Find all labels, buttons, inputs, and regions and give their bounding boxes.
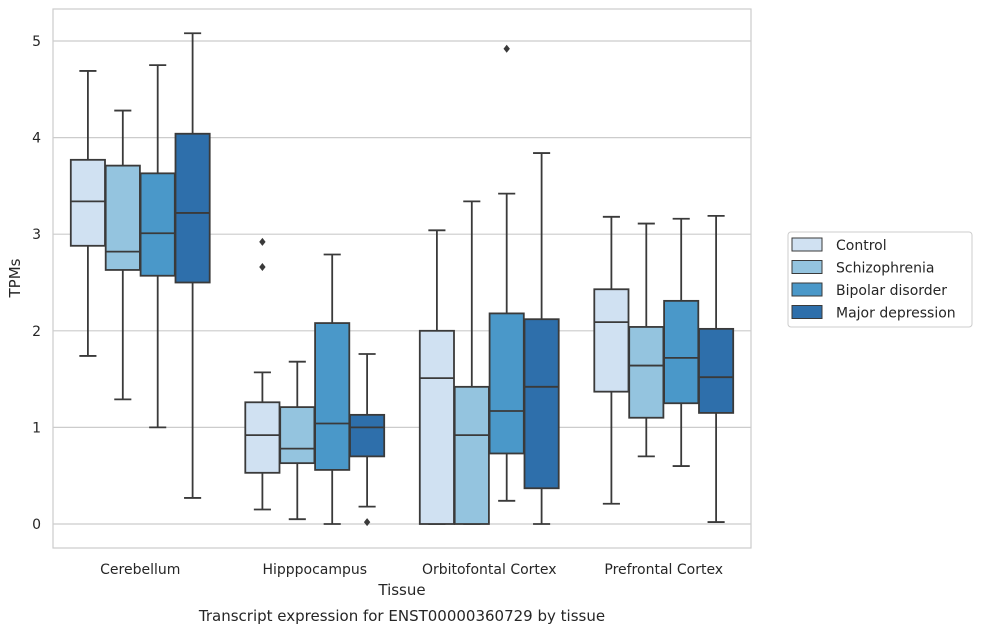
- box-iqr: [453, 385, 490, 525]
- legend-swatch: [791, 282, 823, 297]
- x-tick-label: Prefrontal Cortex: [604, 562, 723, 578]
- box-iqr: [418, 329, 455, 525]
- box-iqr: [314, 322, 351, 471]
- y-tick-label: 1: [32, 420, 41, 436]
- box-group: [104, 109, 141, 401]
- box-iqr: [139, 172, 176, 277]
- box-iqr: [663, 299, 700, 405]
- box-group: [488, 44, 525, 502]
- y-tick-label: 2: [32, 324, 41, 340]
- x-tick-label: Cerebellum: [100, 562, 180, 578]
- y-tick-labels: 0 1 2 3 4 5: [32, 34, 41, 533]
- box-group: [663, 217, 700, 467]
- outlier-point: [259, 237, 266, 246]
- box-group: [453, 200, 490, 525]
- box-group: [698, 214, 735, 523]
- legend-swatch: [791, 260, 823, 274]
- box-group: [523, 152, 560, 525]
- box-group: [244, 237, 281, 511]
- legend-items: Control Schizophrenia Bipolar disorder Majo…: [791, 237, 956, 322]
- x-tick-labels: Cerebellum Hipppocampus Orbitofontal Corte…: [100, 562, 723, 578]
- box-group: [314, 253, 351, 525]
- y-tick-label: 4: [32, 131, 41, 147]
- box-group: [139, 64, 176, 429]
- legend-swatch: [791, 237, 823, 252]
- box-group: [628, 222, 665, 458]
- box-iqr: [523, 318, 560, 490]
- y-tick-label: 0: [32, 517, 41, 533]
- box-group: [69, 70, 106, 357]
- box-iqr: [174, 132, 211, 284]
- y-tick-label: 5: [32, 34, 41, 50]
- outlier-point: [259, 263, 266, 272]
- x-tick-label: Hipppocampus: [262, 562, 367, 578]
- box-iqr: [698, 327, 735, 414]
- box-iqr: [628, 326, 665, 419]
- legend-swatch: [791, 305, 823, 319]
- box-iqr: [244, 401, 281, 474]
- box-iqr: [488, 312, 525, 455]
- box-iqr: [279, 406, 316, 465]
- legend: Control Schizophrenia Bipolar disorder Majo…: [787, 231, 973, 328]
- box-group: [593, 215, 630, 505]
- box-group: [279, 360, 316, 521]
- legend-frame: [787, 231, 973, 328]
- legend-label: Bipolar disorder: [836, 283, 947, 299]
- outlier-point: [363, 518, 371, 527]
- y-tick-label: 3: [32, 227, 41, 243]
- box-iqr: [349, 413, 386, 458]
- box-iqr: [69, 158, 106, 247]
- box-group: [349, 353, 386, 527]
- x-axis-title: Tissue: [377, 581, 425, 599]
- box-iqr: [104, 164, 141, 271]
- y-axis-title: TPMs: [6, 258, 24, 298]
- legend-label: Major depression: [836, 306, 956, 322]
- box-group: [174, 32, 211, 499]
- legend-label: Schizophrenia: [836, 261, 934, 277]
- box-series: [69, 32, 735, 527]
- plot-frame: [52, 8, 752, 549]
- x-tick-label: Orbitofontal Cortex: [422, 562, 557, 578]
- legend-label: Control: [836, 238, 887, 254]
- outlier-point: [503, 44, 510, 53]
- chart-caption: Transcript expression for ENST0000036072…: [198, 607, 605, 625]
- box-iqr: [593, 288, 630, 393]
